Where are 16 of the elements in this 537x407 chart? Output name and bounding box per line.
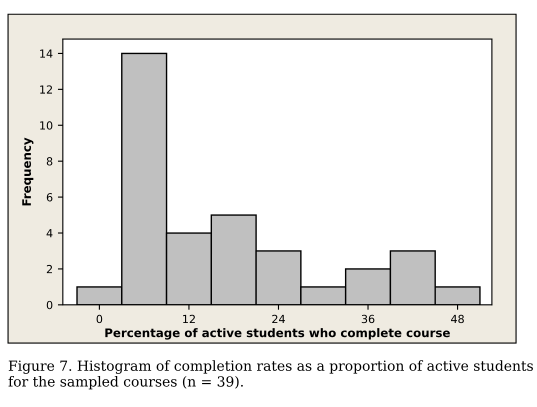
caption: Figure 7. Histogram of completion rates as a proportion of active students for the sampled courses (n = 39). (8, 360, 533, 390)
y-tick-label: 12 (40, 85, 52, 94)
x-tick-label: 12 (183, 314, 195, 324)
y-tick-label: 8 (46, 157, 52, 166)
x-axis-title: Percentage of active students who complete course (105, 328, 450, 340)
y-tick-label: 6 (46, 193, 52, 202)
x-tick-label: 0 (96, 314, 102, 324)
y-axis-title: Frequency (22, 138, 34, 206)
y-tick-label: 0 (46, 300, 52, 310)
y-tick-label: 4 (46, 229, 52, 238)
y-tick-label: 10 (40, 121, 52, 130)
x-tick-label: 24 (272, 314, 285, 324)
x-tick-label: 36 (362, 314, 374, 324)
y-tick-label: 2 (46, 264, 52, 274)
y-tick-label: 14 (40, 50, 52, 58)
x-tick-label: 48 (451, 314, 464, 324)
